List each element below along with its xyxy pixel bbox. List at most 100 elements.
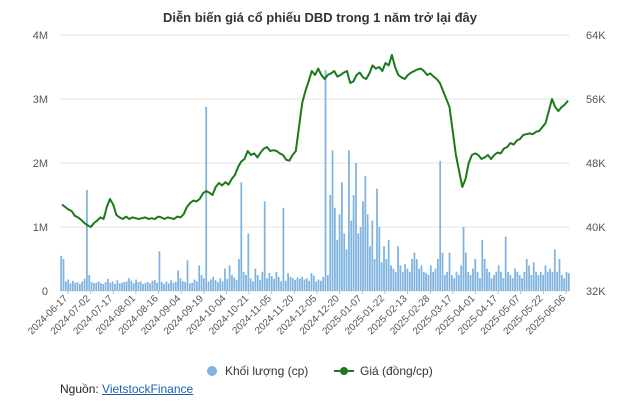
volume-bar: [343, 233, 346, 291]
volume-bar: [200, 275, 203, 291]
volume-bar: [287, 273, 289, 291]
volume-bar: [546, 271, 549, 291]
volume-bar: [149, 283, 151, 291]
volume-bar: [528, 265, 530, 291]
volume-bar: [341, 182, 343, 291]
volume-bar: [102, 283, 105, 291]
volume-bar: [71, 280, 74, 291]
volume-bar: [371, 220, 374, 291]
volume-bar: [233, 277, 236, 291]
volume-bar: [263, 201, 266, 291]
volume-bar: [345, 249, 348, 291]
volume-bar: [74, 282, 77, 291]
volume-bar: [242, 271, 245, 291]
volume-bar: [390, 265, 392, 291]
volume-bar: [219, 278, 222, 291]
y-right-tick-label: 64K: [586, 30, 606, 42]
volume-bar: [210, 279, 212, 291]
volume-bar: [432, 271, 435, 291]
volume-bar: [366, 214, 369, 291]
volume-bar: [476, 271, 479, 291]
volume-bar: [259, 280, 261, 291]
volume-bar: [303, 279, 306, 291]
volume-bar: [439, 161, 442, 291]
volume-bar: [399, 265, 402, 291]
volume-bar: [516, 271, 519, 291]
volume-bar: [256, 275, 259, 291]
volume-bar: [317, 279, 320, 291]
volume-bar: [537, 275, 540, 291]
source-link[interactable]: VietstockFinance: [102, 382, 194, 396]
volume-bar: [518, 275, 521, 291]
volume-bar: [364, 175, 367, 291]
volume-bar: [418, 268, 420, 291]
volume-bar: [226, 278, 229, 291]
volume-bar: [128, 278, 130, 291]
volume-bar: [289, 276, 292, 291]
volume-bar: [411, 259, 413, 291]
volume-bar: [472, 268, 474, 291]
volume-bar: [174, 282, 177, 291]
volume-bar: [567, 273, 570, 291]
volume-bar: [383, 246, 385, 291]
volume-bar: [334, 207, 336, 291]
volume-bar: [474, 259, 477, 291]
volume-bar: [123, 282, 126, 291]
volume-bar: [479, 278, 481, 291]
y-left-tick-label: 1M: [33, 222, 48, 234]
volume-bar: [282, 207, 285, 291]
volume-bar: [509, 275, 512, 291]
volume-bar: [153, 280, 156, 291]
volume-bar: [132, 283, 135, 291]
volume-bar: [202, 278, 205, 291]
volume-bar: [563, 278, 566, 291]
volume-bar: [488, 271, 491, 291]
volume-bar: [350, 220, 353, 291]
volume-bar: [504, 236, 507, 291]
volume-bar: [294, 280, 296, 291]
y-right-tick-label: 32K: [586, 286, 606, 298]
volume-bar: [79, 283, 81, 291]
volume-bar: [359, 227, 362, 291]
volume-bar: [207, 281, 210, 291]
volume-bar: [486, 268, 488, 291]
volume-bar: [460, 265, 463, 291]
volume-bar: [441, 252, 444, 291]
volume-bar: [446, 271, 449, 291]
volume-bar: [280, 281, 282, 291]
volume-bar: [97, 281, 100, 291]
volume-bar: [100, 283, 102, 291]
volume-bar: [160, 282, 163, 291]
volume-bar: [291, 278, 294, 291]
volume-bar: [90, 282, 93, 291]
volume-bar: [427, 275, 430, 291]
volume-bar: [315, 281, 318, 291]
volume-bar: [457, 275, 460, 291]
volume-bar: [453, 278, 456, 291]
volume-bar: [83, 278, 86, 291]
volume-bar: [125, 281, 128, 291]
volume-bar: [394, 271, 397, 291]
volume-bar: [273, 278, 275, 291]
volume-bar: [231, 275, 233, 291]
source-line: Nguồn: VietstockFinance: [60, 382, 193, 396]
volume-bar: [493, 275, 495, 291]
volume-bar: [312, 275, 315, 291]
volume-bar: [268, 273, 271, 291]
volume-bar: [181, 281, 184, 291]
volume-bar: [532, 262, 535, 291]
volume-bar: [436, 259, 439, 291]
volume-bar: [81, 281, 84, 291]
volume-bar: [378, 227, 381, 291]
volume-bar: [465, 252, 467, 291]
volume-bar: [249, 278, 252, 291]
volume-bar: [214, 280, 217, 291]
volume-bar: [111, 281, 114, 291]
volume-bar: [481, 239, 484, 291]
volume-bar: [284, 280, 287, 291]
volume-bar: [502, 278, 505, 291]
volume-bar: [301, 276, 304, 291]
volume-bar: [329, 195, 332, 291]
price-line: [61, 54, 569, 228]
